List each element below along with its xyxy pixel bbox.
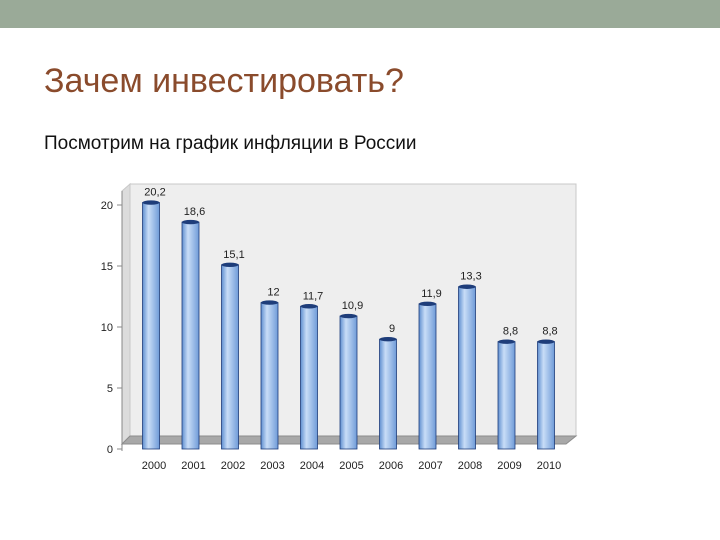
bar-top (261, 300, 278, 305)
bar-body (181, 221, 200, 450)
bar-top (221, 262, 239, 267)
bar-top (458, 284, 476, 289)
data-label: 15,1 (223, 249, 244, 261)
data-label: 18,6 (184, 206, 205, 218)
data-label: 8,8 (503, 326, 518, 338)
x-tick-label: 2001 (181, 460, 205, 472)
data-label: 11,9 (421, 288, 442, 300)
x-tick-label: 2009 (497, 460, 521, 472)
bar-body (458, 286, 476, 450)
bar-body (142, 202, 160, 450)
data-label: 12 (267, 287, 279, 299)
bar-2009: 8,8 (497, 326, 518, 450)
data-label: 9 (389, 323, 395, 335)
x-tick-label: 2008 (458, 460, 482, 472)
bar-top (142, 200, 160, 205)
bar-body (379, 338, 397, 450)
bar-top (182, 219, 199, 225)
bar-body (339, 315, 358, 450)
bar-2001: 18,6 (181, 206, 205, 450)
data-label: 20,2 (144, 187, 165, 199)
data-label: 11,7 (303, 290, 324, 302)
bar-top (300, 304, 318, 309)
bar-2000: 20,2 (142, 187, 166, 450)
x-tick-label: 2006 (379, 460, 403, 472)
bar-top (498, 339, 515, 344)
top-accent-bar (0, 0, 720, 28)
data-label: 10,9 (342, 300, 363, 312)
y-tick-label: 5 (107, 383, 113, 395)
data-label: 13,3 (460, 271, 481, 283)
bar-2003: 12 (260, 287, 280, 450)
x-tick-label: 2004 (300, 460, 324, 472)
bar-2005: 10,9 (339, 300, 363, 450)
y-tick-label: 20 (101, 200, 113, 212)
y-tick-label: 15 (101, 261, 113, 273)
bar-2004: 11,7 (300, 290, 324, 450)
x-tick-label: 2003 (260, 460, 284, 472)
bar-2006: 9 (379, 323, 397, 450)
x-axis-labels: 2000 2001 2002 2003 2004 2005 2006 2007 2008 2009… (142, 460, 561, 472)
bar-top (419, 301, 436, 307)
y-tick-label: 10 (101, 322, 113, 334)
bar-body (300, 305, 318, 450)
x-tick-label: 2007 (418, 460, 442, 472)
bar-2002: 15,1 (221, 249, 245, 450)
bar-top (379, 337, 397, 342)
data-label: 8,8 (542, 326, 557, 338)
x-tick-label: 2005 (339, 460, 363, 472)
y-axis-ticks: 0 5 10 15 20 (101, 200, 122, 456)
x-tick-label: 2002 (221, 460, 245, 472)
bar-2007: 11,9 (418, 288, 442, 450)
bar-body (260, 302, 279, 450)
bar-body (497, 341, 516, 450)
bar-2010: 8,8 (537, 326, 558, 450)
bar-2008: 13,3 (458, 271, 482, 450)
x-tick-label: 2010 (537, 460, 561, 472)
bar-body (221, 264, 239, 450)
chart-left-wall (121, 182, 131, 446)
bar-top (340, 313, 357, 319)
y-tick-label: 0 (107, 444, 113, 456)
bars: 20,2 18,6 15,1 12 11,7 10,9 9 11,9 13,3 8,8 8,8 (142, 187, 558, 450)
bar-body (418, 303, 437, 450)
x-tick-label: 2000 (142, 460, 166, 472)
bar-body (537, 341, 555, 450)
bar-top (537, 339, 555, 344)
slide-subtitle: Посмотрим на график инфляции в России (44, 133, 417, 154)
slide-title: Зачем инвестировать? (44, 62, 404, 100)
